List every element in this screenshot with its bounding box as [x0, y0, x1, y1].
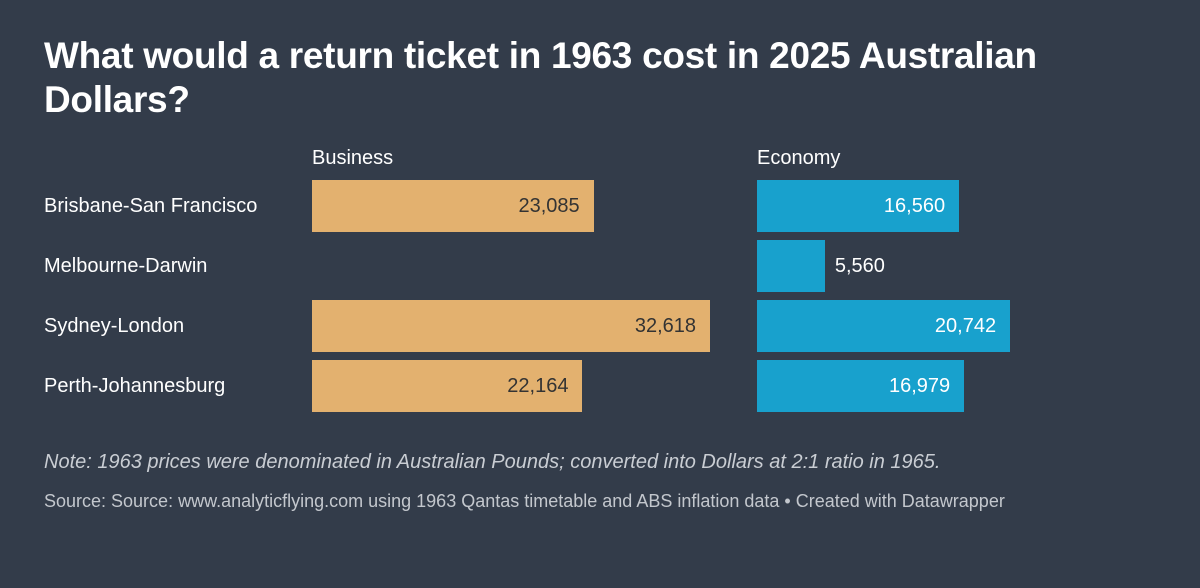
business-bar	[312, 300, 710, 352]
economy-value-label: 16,560	[883, 195, 946, 217]
economy-value-label: 5,560	[834, 255, 885, 277]
series-header-business: Business	[312, 147, 394, 169]
economy-bar	[757, 360, 965, 412]
economy-value-label: 16,979	[889, 375, 951, 397]
chart-title: What would a return ticket in 1963 cost …	[44, 35, 1037, 120]
business-bar	[312, 360, 583, 412]
economy-value-label: 20,742	[934, 315, 997, 337]
business-value-label: 32,618	[634, 315, 696, 337]
economy-bar	[757, 300, 1011, 352]
economy-bar	[757, 240, 825, 292]
chart-source: Source: Source: www.analyticflying.com u…	[44, 491, 1005, 511]
series-header-economy: Economy	[757, 147, 841, 169]
business-value-label: 22,164	[507, 375, 569, 397]
chart-note: Note: 1963 prices were denominated in Au…	[44, 451, 941, 473]
category-label: Melbourne-Darwin	[44, 255, 208, 277]
business-value-label: 23,085	[518, 195, 580, 217]
business-bar	[312, 180, 594, 232]
category-label: Brisbane-San Francisco	[44, 195, 258, 217]
economy-bar	[757, 180, 960, 232]
category-label: Perth-Johannesburg	[44, 375, 226, 397]
category-label: Sydney-London	[44, 315, 185, 337]
